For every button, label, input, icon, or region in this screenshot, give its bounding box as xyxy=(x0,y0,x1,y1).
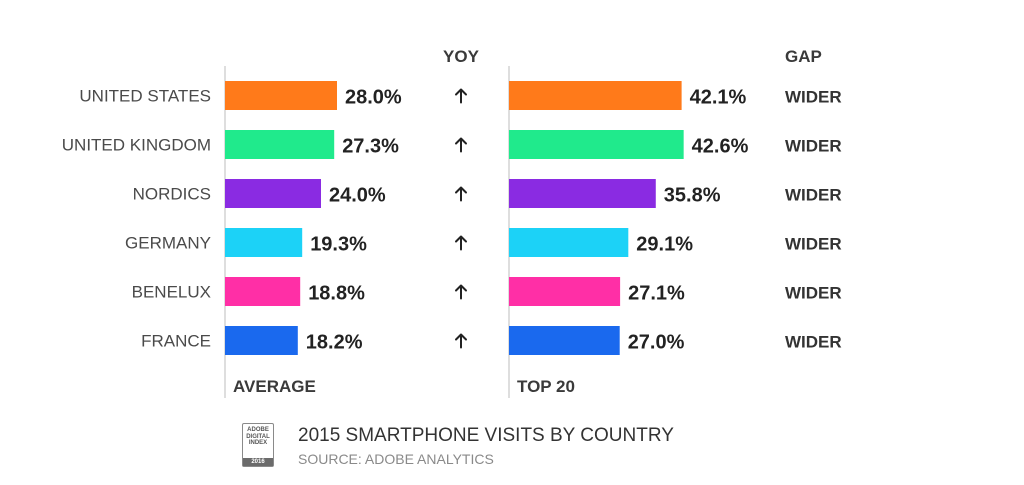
average-series-label: AVERAGE xyxy=(233,377,316,396)
yoy-up-arrow-icon-united-states xyxy=(455,88,467,104)
top20-bar-benelux xyxy=(509,277,621,306)
yoy-up-arrow-icon-france xyxy=(455,333,467,349)
gap-header: GAP xyxy=(785,47,822,66)
average-value-benelux: 18.8% xyxy=(308,283,365,305)
average-value-nordics: 24.0% xyxy=(329,185,386,207)
top20-bar-united-kingdom xyxy=(509,130,684,159)
top20-value-united-states: 42.1% xyxy=(690,87,747,109)
average-value-united-states: 28.0% xyxy=(345,87,402,109)
top20-bar-germany xyxy=(509,228,629,257)
yoy-up-arrow-icon-benelux xyxy=(455,284,467,300)
gap-label-nordics: WIDER xyxy=(785,186,842,205)
yoy-up-arrow-icon-nordics xyxy=(455,186,467,202)
gap-label-germany: WIDER xyxy=(785,235,842,254)
gap-label-united-states: WIDER xyxy=(785,88,842,107)
gap-label-france: WIDER xyxy=(785,333,842,352)
top20-bar-united-states xyxy=(509,81,682,110)
yoy-up-arrow-icon-united-kingdom xyxy=(455,137,467,153)
category-label-france: FRANCE xyxy=(141,332,211,351)
top20-bar-nordics xyxy=(509,179,656,208)
average-value-germany: 19.3% xyxy=(310,234,367,256)
gap-label-benelux: WIDER xyxy=(785,284,842,303)
top20-value-united-kingdom: 42.6% xyxy=(692,136,749,158)
average-value-united-kingdom: 27.3% xyxy=(342,136,399,158)
category-label-germany: GERMANY xyxy=(125,234,211,253)
chart-source: SOURCE: ADOBE ANALYTICS xyxy=(298,451,494,467)
gap-label-united-kingdom: WIDER xyxy=(785,137,842,156)
top20-value-germany: 29.1% xyxy=(636,234,693,256)
category-label-united-states: UNITED STATES xyxy=(79,87,211,106)
average-bar-united-kingdom xyxy=(225,130,335,159)
average-value-france: 18.2% xyxy=(306,332,363,354)
top20-bar-france xyxy=(509,326,620,355)
chart-title: 2015 SMARTPHONE VISITS BY COUNTRY xyxy=(298,425,674,446)
category-label-united-kingdom: UNITED KINGDOM xyxy=(62,136,211,155)
top20-value-benelux: 27.1% xyxy=(628,283,685,305)
top20-value-nordics: 35.8% xyxy=(664,185,721,207)
top20-value-france: 27.0% xyxy=(628,332,685,354)
adobe-digital-index-logo: ADOBE DIGITAL INDEX 2016 xyxy=(242,423,274,467)
yoy-up-arrow-icon-germany xyxy=(455,235,467,251)
top20-series-label: TOP 20 xyxy=(517,377,575,396)
average-bar-nordics xyxy=(225,179,321,208)
average-bar-germany xyxy=(225,228,303,257)
category-label-benelux: BENELUX xyxy=(132,283,211,302)
category-label-nordics: NORDICS xyxy=(133,185,211,204)
average-bar-france xyxy=(225,326,298,355)
average-bar-united-states xyxy=(225,81,337,110)
average-bar-benelux xyxy=(225,277,301,306)
yoy-header: YOY xyxy=(443,47,480,66)
